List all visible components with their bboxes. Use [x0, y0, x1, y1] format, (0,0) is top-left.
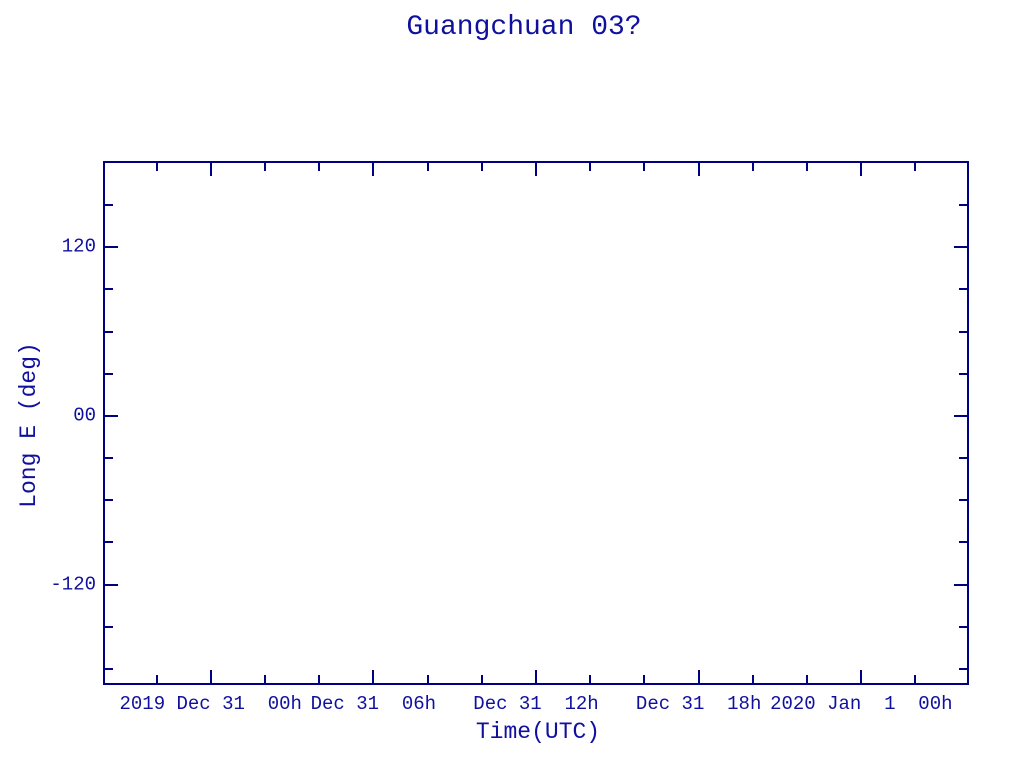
- plot-area: [103, 161, 969, 685]
- y-tick-label: 120: [61, 235, 96, 258]
- y-tick-label: 00: [73, 404, 96, 427]
- x-axis-major-tick: [697, 670, 700, 683]
- y-axis-minor-tick: [105, 330, 113, 333]
- x-axis-minor-tick: [914, 163, 917, 171]
- x-axis-major-tick: [697, 163, 700, 176]
- y-axis-minor-tick: [959, 457, 967, 460]
- y-axis-major-tick: [954, 246, 967, 249]
- x-tick-labels: 2019 Dec 31 00h Dec 31 06h Dec 31 12h Dec 3…: [105, 694, 971, 718]
- y-axis-minor-tick: [959, 625, 967, 628]
- x-axis-minor-tick: [589, 163, 592, 171]
- y-axis-minor-tick: [959, 541, 967, 544]
- x-tick-label: 2020 Jan 1 00h: [770, 693, 953, 715]
- y-axis-minor-tick: [105, 667, 113, 670]
- x-axis-major-tick: [535, 670, 537, 683]
- y-axis-minor-tick: [959, 372, 967, 375]
- y-axis-minor-tick: [105, 499, 113, 502]
- y-tick-label: -120: [50, 573, 96, 596]
- x-axis-minor-tick: [426, 675, 429, 683]
- x-axis-major-tick: [372, 670, 375, 683]
- x-axis-label: Time(UTC): [475, 719, 601, 745]
- x-axis-minor-tick: [806, 163, 809, 171]
- x-axis-minor-tick: [643, 675, 646, 683]
- x-tick-label: 2019 Dec 31 00h: [119, 693, 302, 715]
- x-tick-label: Dec 31 18h: [635, 693, 762, 715]
- x-axis-minor-tick: [263, 675, 266, 683]
- y-axis-minor-tick: [959, 330, 967, 333]
- x-axis-minor-tick: [155, 675, 158, 683]
- x-axis-minor-tick: [480, 163, 483, 171]
- x-axis-minor-tick: [914, 675, 917, 683]
- x-axis-major-tick: [209, 163, 212, 176]
- x-axis-minor-tick: [155, 163, 158, 171]
- y-axis-minor-tick: [105, 457, 113, 460]
- x-tick-label: Dec 31 12h: [473, 693, 599, 715]
- x-axis-major-tick: [535, 163, 537, 176]
- y-axis-minor-tick: [105, 288, 113, 291]
- y-tick-labels: 120 00 -120: [0, 163, 96, 687]
- y-axis-minor-tick: [959, 204, 967, 207]
- y-axis-minor-tick: [105, 204, 113, 207]
- x-axis-minor-tick: [426, 163, 429, 171]
- y-axis-major-tick: [105, 246, 118, 249]
- y-axis-minor-tick: [105, 541, 113, 544]
- y-axis-minor-tick: [959, 288, 967, 291]
- x-axis-major-tick: [372, 163, 375, 176]
- x-axis-minor-tick: [318, 675, 321, 683]
- x-axis-major-tick: [860, 163, 863, 176]
- x-axis-minor-tick: [806, 675, 809, 683]
- x-tick-label: Dec 31 06h: [310, 693, 437, 715]
- x-axis-minor-tick: [480, 675, 483, 683]
- x-axis-minor-tick: [751, 163, 754, 171]
- y-axis-major-tick: [105, 583, 118, 586]
- y-axis-minor-tick: [105, 372, 113, 375]
- x-axis-major-tick: [860, 670, 863, 683]
- x-axis-minor-tick: [589, 675, 592, 683]
- y-axis-major-tick: [105, 414, 118, 417]
- y-axis-major-tick: [954, 414, 967, 417]
- x-axis-major-tick: [209, 670, 212, 683]
- y-axis-major-tick: [954, 583, 967, 586]
- x-axis-minor-tick: [318, 163, 321, 171]
- y-axis-minor-tick: [105, 625, 113, 628]
- x-axis-minor-tick: [751, 675, 754, 683]
- x-axis-minor-tick: [643, 163, 646, 171]
- chart-title: Guangchuan 03?: [406, 12, 642, 43]
- x-axis-minor-tick: [263, 163, 266, 171]
- y-axis-minor-tick: [959, 667, 967, 670]
- y-axis-minor-tick: [959, 499, 967, 502]
